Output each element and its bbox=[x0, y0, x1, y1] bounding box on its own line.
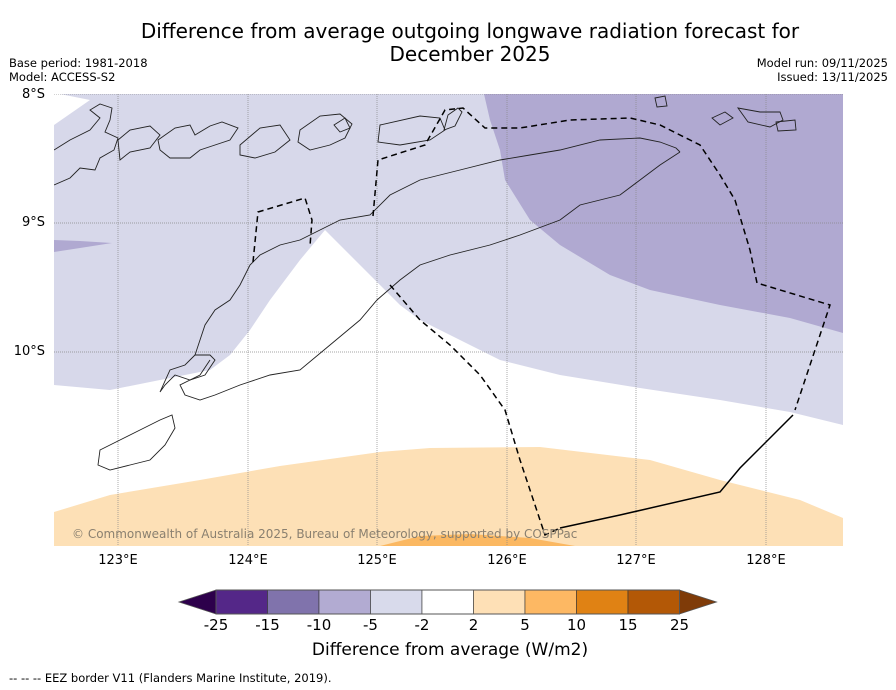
gridlines bbox=[54, 94, 843, 546]
colorbar-label: Difference from average (W/m2) bbox=[311, 640, 589, 660]
colorbar-segment bbox=[318, 589, 371, 615]
coastline-timor-south bbox=[179, 151, 681, 401]
colorbar-tick-label: -2 bbox=[414, 616, 430, 634]
contour-fill-plus5-plus10 bbox=[380, 534, 575, 546]
coastline-island-b bbox=[239, 124, 291, 159]
coastline-sumba bbox=[159, 354, 216, 393]
coastline-wetar bbox=[443, 107, 463, 131]
colorbar-tick-label: -5 bbox=[363, 616, 378, 634]
colorbar-segment bbox=[524, 589, 577, 615]
base-period: Base period: 1981-2018 bbox=[9, 56, 148, 70]
coastline-sumba-north bbox=[194, 229, 321, 356]
colorbar-segment bbox=[370, 589, 423, 615]
eez-border-south bbox=[389, 284, 561, 537]
contour-fill-minus10-minus5-ne bbox=[484, 94, 843, 333]
lon-label-127e: 127°E bbox=[616, 553, 656, 568]
colorbar-segment bbox=[421, 589, 474, 615]
lon-label-125e: 125°E bbox=[357, 553, 397, 568]
lon-label-126e: 126°E bbox=[487, 553, 527, 568]
colorbar-tick-label: -15 bbox=[255, 616, 280, 634]
eez-border bbox=[252, 107, 831, 537]
colorbar-tick-label: 5 bbox=[520, 616, 530, 634]
coastline-rote bbox=[97, 414, 176, 471]
colorbar-tick-label: 25 bbox=[669, 616, 690, 634]
model-run-date: Model run: 09/11/2025 bbox=[756, 56, 888, 70]
lon-label-128e: 128°E bbox=[746, 553, 786, 568]
title-line-2: December 2025 bbox=[389, 42, 551, 66]
meta-left: Base period: 1981-2018 Model: ACCESS-S2 bbox=[9, 56, 148, 84]
lat-label-9s: 9°S bbox=[21, 215, 45, 230]
meta-right: Model run: 09/11/2025 Issued: 13/11/2025 bbox=[757, 56, 888, 84]
colorbar-extend-min bbox=[177, 589, 217, 615]
coastline-islet-b bbox=[711, 111, 734, 126]
coastline-islet-c bbox=[736, 107, 784, 128]
lat-label-8s: 8°S bbox=[21, 87, 45, 102]
colorbar-segment bbox=[267, 589, 320, 615]
model-name: Model: ACCESS-S2 bbox=[9, 70, 116, 84]
coastline-islet-d bbox=[775, 119, 797, 132]
eez-border-timor bbox=[372, 107, 831, 411]
colorbar-tick-label: -10 bbox=[306, 616, 332, 634]
map-area: © Commonwealth of Australia 2025, Bureau… bbox=[54, 94, 843, 546]
colorbar-segment bbox=[473, 589, 526, 615]
colorbar-extend-max bbox=[679, 589, 718, 615]
colorbar-tick-label: -25 bbox=[203, 616, 229, 634]
colorbar-tick-label: 15 bbox=[618, 616, 638, 634]
issued-date: Issued: 13/11/2025 bbox=[777, 70, 888, 84]
colorbar-frame bbox=[215, 589, 680, 615]
coastline-alor bbox=[377, 115, 446, 146]
coastline-island-a bbox=[157, 121, 239, 159]
eez-border-north bbox=[252, 197, 313, 263]
eez-footnote: -- -- -- EEZ border V11 (Flanders Marine… bbox=[9, 671, 332, 685]
colorbar bbox=[177, 589, 718, 615]
coastline-flores-west bbox=[54, 103, 119, 186]
contour-fill-minus10-minus5-w bbox=[54, 240, 112, 252]
copyright-text: © Commonwealth of Australia 2025, Bureau… bbox=[72, 527, 577, 541]
colorbar-segment bbox=[627, 589, 680, 615]
colorbar-tick-label: 10 bbox=[566, 616, 587, 634]
lon-label-123e: 123°E bbox=[98, 553, 138, 568]
title-line-1: Difference from average outgoing longwav… bbox=[140, 19, 800, 43]
chart-title: Difference from average outgoing longwav… bbox=[100, 20, 840, 66]
coastline-islet-a bbox=[654, 95, 668, 108]
eez-border-solid bbox=[559, 414, 794, 529]
coastline-flores bbox=[117, 125, 161, 161]
colorbar-segment bbox=[215, 589, 268, 615]
lon-label-124e: 124°E bbox=[228, 553, 268, 568]
coastlines bbox=[54, 95, 797, 471]
colorbar-tick-label: 2 bbox=[468, 616, 479, 634]
lat-label-10s: 10°S bbox=[13, 344, 45, 359]
colorbar-segment bbox=[576, 589, 629, 615]
contour-fill-plus2-plus5 bbox=[54, 447, 843, 546]
coastline-pantar bbox=[333, 117, 351, 133]
coastline-island-c bbox=[297, 113, 353, 151]
